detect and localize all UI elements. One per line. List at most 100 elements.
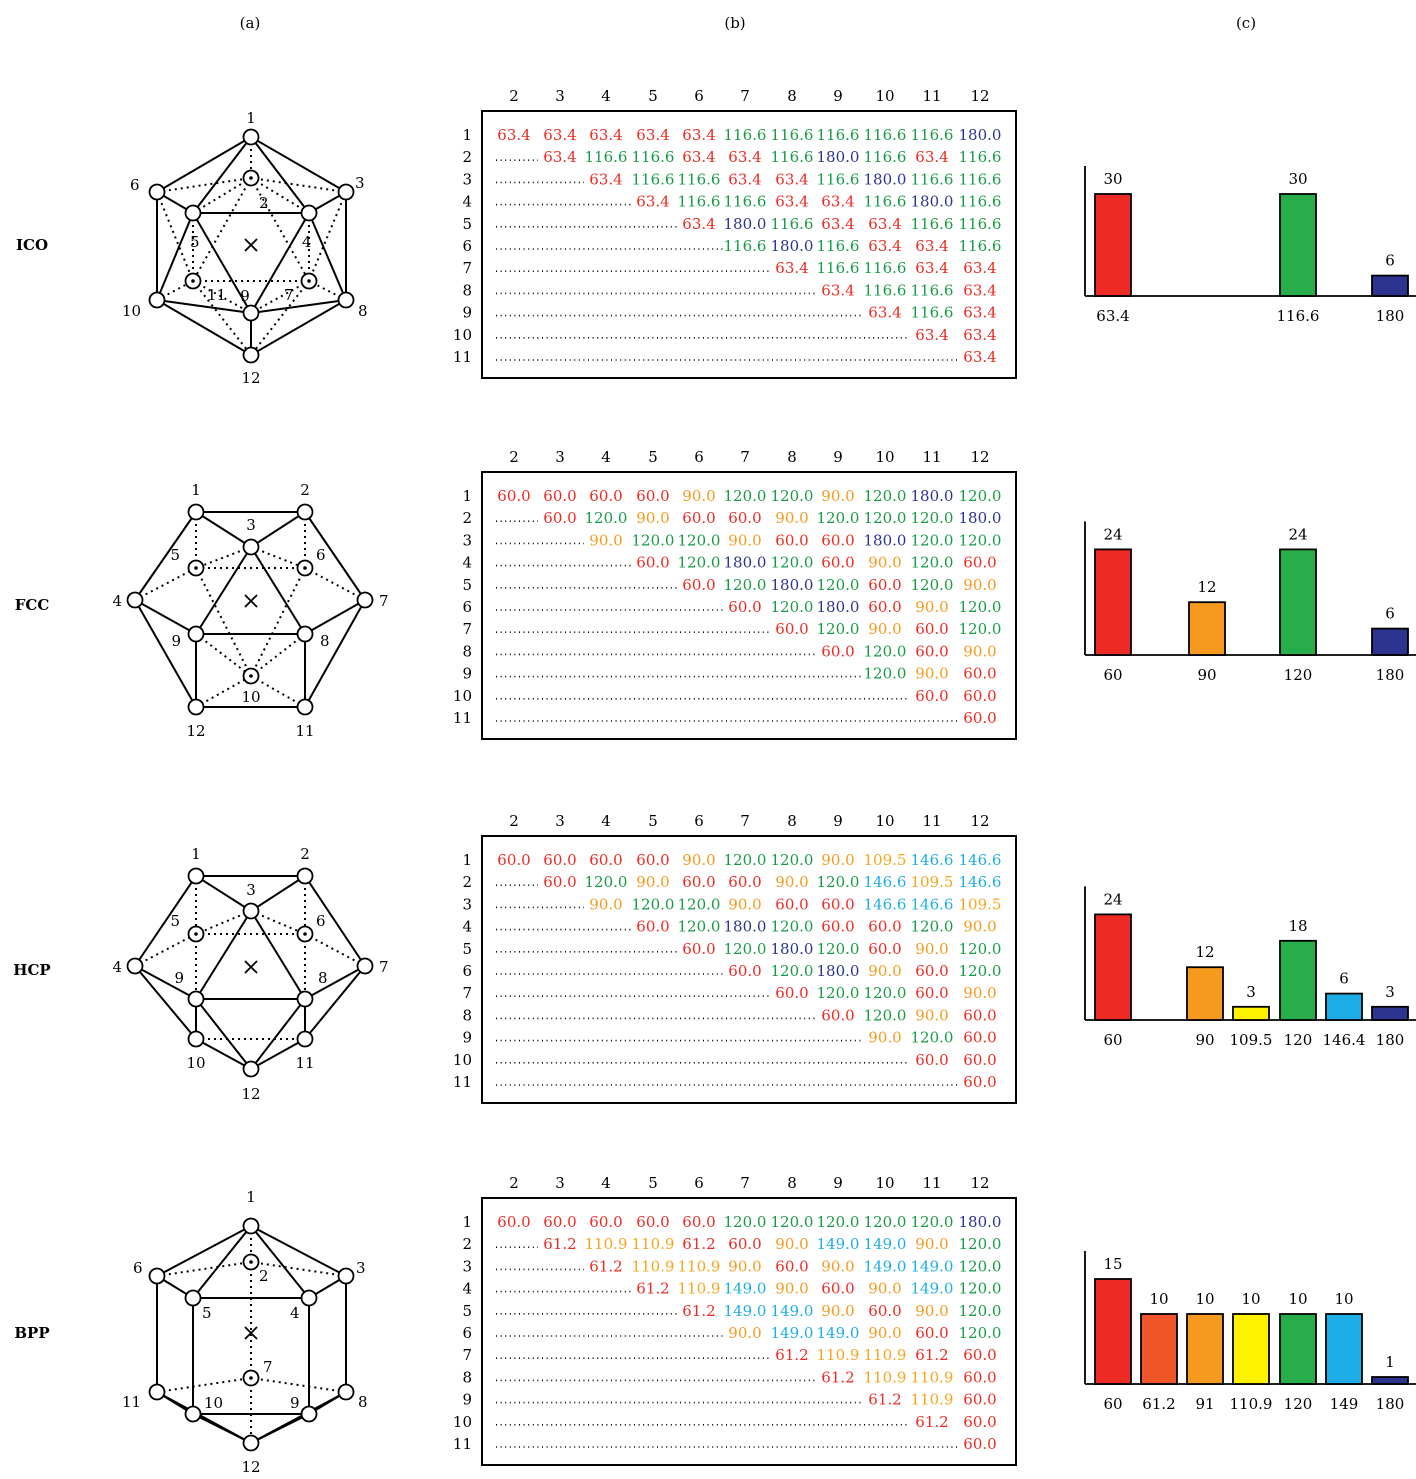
matrix-row-header: 11	[453, 1435, 472, 1453]
histogram-count-label: 30	[1103, 170, 1122, 188]
matrix-row-header: 10	[453, 687, 472, 705]
matrix-cell: 110.9	[817, 1346, 860, 1364]
matrix-cell: 60.0	[821, 642, 854, 660]
svg-text:4: 4	[290, 1304, 300, 1322]
histogram-count-label: 10	[1288, 1290, 1307, 1308]
matrix-cell: 180.0	[959, 1213, 1002, 1231]
svg-text:12: 12	[241, 1458, 260, 1476]
matrix-cell: 116.6	[864, 126, 907, 144]
matrix-cell: 120.0	[771, 918, 814, 936]
matrix-cell: 60.0	[636, 1213, 669, 1231]
histogram-bar	[1188, 601, 1226, 656]
matrix-cell: 63.4	[543, 148, 576, 166]
matrix-cell: 90.0	[775, 509, 808, 527]
matrix-cell: 90.0	[589, 531, 622, 549]
matrix-cell: 116.6	[959, 148, 1002, 166]
matrix-column-header: 12	[970, 87, 989, 105]
matrix-cell: 63.4	[963, 281, 996, 299]
histogram-tick-label: 180	[1376, 1031, 1405, 1049]
matrix-row-header: 6	[462, 962, 472, 980]
matrix-cell: 180.0	[864, 170, 907, 188]
matrix-cell: 149.0	[911, 1280, 954, 1298]
matrix-column-header: 2	[509, 1174, 519, 1192]
solid-edges	[134, 511, 366, 708]
structure-name-ico: ICO	[16, 236, 48, 254]
matrix-cell: 90.0	[868, 554, 901, 572]
matrix-cell: 63.4	[963, 304, 996, 322]
svg-text:1: 1	[246, 1188, 256, 1206]
matrix-cell: 116.6	[911, 170, 954, 188]
matrix-cell: 90.0	[821, 1257, 854, 1275]
matrix-column-header: 12	[970, 448, 989, 466]
histogram-count-label: 3	[1246, 983, 1256, 1001]
matrix-cell: 109.5	[959, 895, 1002, 913]
matrix-cell: 90.0	[915, 1006, 948, 1024]
matrix-cell: 120.0	[678, 531, 721, 549]
svg-text:9: 9	[240, 287, 250, 305]
matrix-cell: 146.6	[864, 895, 907, 913]
matrix-cell: 63.4	[821, 193, 854, 211]
matrix-cell: 60.0	[868, 598, 901, 616]
matrix-cell: 110.9	[864, 1346, 907, 1364]
matrix-row-header: 6	[462, 237, 472, 255]
matrix-cell: 120.0	[817, 984, 860, 1002]
matrix-cell: 116.6	[771, 215, 814, 233]
matrix-cell: 120.0	[585, 509, 628, 527]
matrix-cell: 180.0	[817, 598, 860, 616]
matrix-column-header: 2	[509, 448, 519, 466]
svg-text:11: 11	[295, 1054, 314, 1072]
matrix-cell: 63.4	[868, 304, 901, 322]
angle-histograms: 3063.430116.6618024601290241206180246012…	[1084, 166, 1416, 1413]
svg-text:1: 1	[191, 481, 201, 499]
matrix-column-header: 10	[875, 1174, 894, 1192]
matrix-cell: 180.0	[817, 962, 860, 980]
hidden-vertex-dots	[194, 566, 307, 678]
matrix-cell: 120.0	[959, 1280, 1002, 1298]
matrix-cell: 149.0	[724, 1280, 767, 1298]
matrix-cell: 116.6	[817, 170, 860, 188]
matrix-cell: 120.0	[959, 1257, 1002, 1275]
matrix-cell: 120.0	[959, 487, 1002, 505]
hidden-vertex-dots	[194, 932, 307, 936]
matrix-cell: 63.4	[963, 348, 996, 366]
matrix-cell: 60.0	[963, 1051, 996, 1069]
matrix-cell: 60.0	[963, 1006, 996, 1024]
matrix-cell: 116.6	[911, 304, 954, 322]
matrix-cell: 116.6	[724, 237, 767, 255]
histogram-count-label: 10	[1241, 1290, 1260, 1308]
matrix-row-header: 8	[462, 1368, 472, 1386]
histogram-count-label: 10	[1195, 1290, 1214, 1308]
matrix-row-header: 1	[462, 126, 472, 144]
matrix-cell: 180.0	[771, 576, 814, 594]
matrix-cell: 90.0	[728, 895, 761, 913]
matrix-cell: 120.0	[959, 531, 1002, 549]
matrix-cell: 120.0	[864, 665, 907, 683]
matrix-row-header: 3	[462, 895, 472, 913]
matrix-cell: 60.0	[543, 487, 576, 505]
matrix-cell: 61.2	[589, 1257, 622, 1275]
matrix-cell: 116.6	[632, 170, 675, 188]
matrix-cell: 120.0	[911, 509, 954, 527]
matrix-row-header: 5	[462, 215, 472, 233]
matrix-cell: 63.4	[728, 148, 761, 166]
matrix-column-header: 3	[555, 812, 565, 830]
matrix-column-header: 8	[787, 812, 797, 830]
svg-text:4: 4	[112, 592, 122, 610]
matrix-cell: 149.0	[864, 1235, 907, 1253]
matrix-cell: 110.9	[632, 1257, 675, 1275]
matrix-column-header: 5	[648, 87, 658, 105]
matrix-cell: 60.0	[821, 554, 854, 572]
matrix-row-header: 1	[462, 1213, 472, 1231]
matrix-cell: 180.0	[817, 148, 860, 166]
matrix-cell: 90.0	[915, 665, 948, 683]
matrix-cell: 63.4	[543, 126, 576, 144]
matrix-cell: 120.0	[959, 940, 1002, 958]
matrix-cell: 60.0	[915, 642, 948, 660]
histogram-bar	[1232, 1005, 1270, 1021]
matrix-cell: 61.2	[821, 1368, 854, 1386]
matrix-cell: 63.4	[775, 259, 808, 277]
svg-text:8: 8	[358, 302, 368, 320]
matrix-column-header: 6	[694, 1174, 704, 1192]
matrix-row-header: 2	[462, 509, 472, 527]
matrix-cell: 60.0	[728, 962, 761, 980]
